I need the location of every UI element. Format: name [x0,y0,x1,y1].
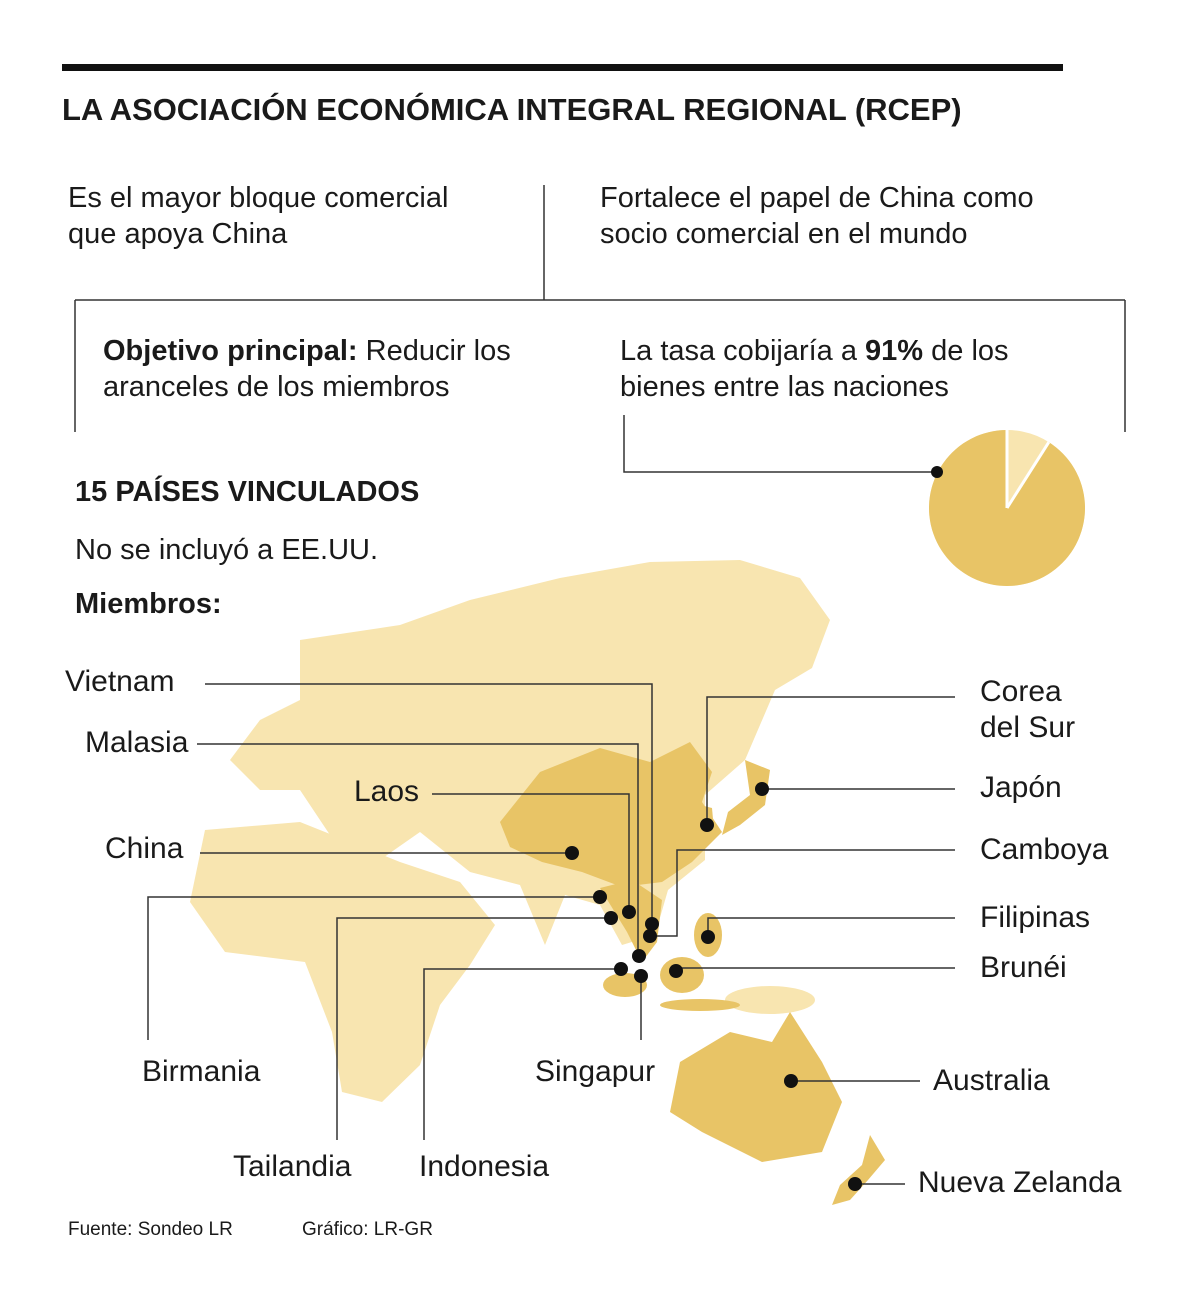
leader-line [205,683,653,924]
member-label: Corea del Sur [980,675,1076,744]
coverage-before: La tasa cobijaría a [620,335,857,367]
members-label: Miembros: [75,588,222,620]
member-dot [632,949,646,963]
member-dot [643,929,657,943]
member-dot [784,1074,798,1088]
member-label: Japón [980,771,1062,804]
member-dot [700,818,714,832]
map-note: No se incluyó a EE.UU. [75,534,379,566]
objective-label: Objetivo principal: [103,335,358,367]
coverage: La tasa cobijaría a 91% de los bienes en… [620,333,1080,405]
leader-line [197,743,639,956]
member-label: Australia [933,1064,1050,1097]
member-label: Nueva Zelanda [918,1166,1122,1199]
member-label: Camboya [980,833,1109,866]
leader-line [707,917,955,937]
member-dot [593,890,607,904]
member-label: Laos [354,775,420,808]
leader-line [432,793,630,912]
member-label: Malasia [85,726,189,759]
member-label: Indonesia [419,1150,550,1183]
leader-line [147,896,600,1040]
pie-edge [1005,441,1051,509]
member-label: Tailandia [233,1150,352,1183]
member-dot [701,930,715,944]
leaders [147,683,955,1185]
member-label: Brunéi [980,951,1067,984]
member-dot [634,969,648,983]
source: Fuente: Sondeo LR [68,1219,233,1240]
member-dot [604,911,618,925]
fact: Fortalece el papel de China como socio c… [600,182,1034,250]
member-dot [755,782,769,796]
leader-line [336,917,611,1140]
pie-dot [931,466,943,478]
fact: Es el mayor bloque comercial que apoya C… [68,182,449,250]
member-label: China [105,832,184,865]
dividers [74,185,1126,473]
leader-line [650,849,955,937]
member-dot [614,962,628,976]
credit: Gráfico: LR-GR [302,1219,433,1240]
member-dot [645,917,659,931]
objective-text: Reducir los aranceles de los miembros [103,335,511,403]
leader-line [423,968,621,1140]
member-dot [848,1177,862,1191]
top-rule [62,64,1063,71]
member-label: Vietnam [65,665,175,698]
map-title: 15 PAÍSES VINCULADOS [75,476,420,508]
member-dot [622,905,636,919]
coverage-value: 91% [865,335,924,367]
leader-line [706,696,955,825]
member-label: Singapur [535,1055,656,1088]
member-dot [565,846,579,860]
title: LA ASOCIACIÓN ECONÓMICA INTEGRAL REGIONA… [62,92,962,127]
pie [928,430,1085,586]
member-label: Birmania [142,1055,261,1088]
objective: Objetivo principal: Reducir los arancele… [103,333,573,405]
member-label: Filipinas [980,901,1091,934]
coverage-after: de los bienes entre las naciones [620,335,1009,403]
member-dot [669,964,683,978]
members-area [500,742,885,1205]
